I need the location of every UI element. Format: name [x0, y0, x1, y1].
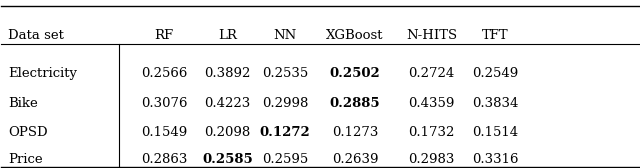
Text: OPSD: OPSD [8, 126, 47, 139]
Text: 0.2639: 0.2639 [332, 153, 378, 166]
Text: Data set: Data set [8, 29, 63, 42]
Text: 0.1273: 0.1273 [332, 126, 378, 139]
Text: 0.2998: 0.2998 [262, 97, 308, 110]
Text: 0.3076: 0.3076 [141, 97, 187, 110]
Text: 0.1732: 0.1732 [408, 126, 454, 139]
Text: 0.1549: 0.1549 [141, 126, 187, 139]
Text: 0.1272: 0.1272 [260, 126, 310, 139]
Text: 0.2863: 0.2863 [141, 153, 187, 166]
Text: 0.4223: 0.4223 [204, 97, 251, 110]
Text: 0.2502: 0.2502 [330, 67, 380, 80]
Text: 0.3316: 0.3316 [472, 153, 518, 166]
Text: NN: NN [273, 29, 296, 42]
Text: N-HITS: N-HITS [406, 29, 457, 42]
Text: 0.2566: 0.2566 [141, 67, 187, 80]
Text: 0.2724: 0.2724 [408, 67, 454, 80]
Text: RF: RF [154, 29, 173, 42]
Text: 0.2595: 0.2595 [262, 153, 308, 166]
Text: 0.2535: 0.2535 [262, 67, 308, 80]
Text: Electricity: Electricity [8, 67, 77, 80]
Text: XGBoost: XGBoost [326, 29, 384, 42]
Text: 0.3834: 0.3834 [472, 97, 518, 110]
Text: 0.2098: 0.2098 [204, 126, 251, 139]
Text: 0.1514: 0.1514 [472, 126, 518, 139]
Text: Bike: Bike [8, 97, 38, 110]
Text: 0.2585: 0.2585 [202, 153, 253, 166]
Text: TFT: TFT [482, 29, 509, 42]
Text: 0.2885: 0.2885 [330, 97, 380, 110]
Text: 0.3892: 0.3892 [204, 67, 251, 80]
Text: Price: Price [8, 153, 42, 166]
Text: 0.2549: 0.2549 [472, 67, 518, 80]
Text: 0.4359: 0.4359 [408, 97, 454, 110]
Text: LR: LR [218, 29, 237, 42]
Text: 0.2983: 0.2983 [408, 153, 454, 166]
